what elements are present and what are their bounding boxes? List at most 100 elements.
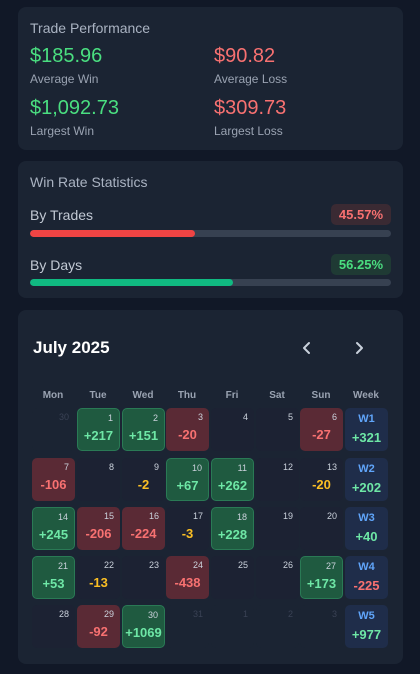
calendar-day[interactable]: 7 -106 — [32, 458, 75, 501]
day-number: 8 — [108, 462, 114, 472]
day-number: 23 — [148, 560, 159, 570]
week-summary-w5[interactable]: W5 +977 — [345, 605, 388, 648]
calendar-day[interactable]: 24 -438 — [166, 556, 209, 599]
calendar-day[interactable]: 20 — [300, 507, 343, 550]
weekday-header-fri: Fri — [225, 390, 239, 401]
by-days-label: By Days — [30, 257, 83, 273]
day-number: 30 — [147, 610, 158, 620]
calendar-day[interactable]: 19 — [256, 507, 299, 550]
weekday-header-week: Week — [353, 390, 379, 401]
calendar-day[interactable]: 1 — [211, 605, 254, 648]
calendar-day[interactable]: 16 -224 — [122, 507, 165, 550]
calendar-day[interactable]: 30 +1069 — [122, 605, 165, 648]
calendar-day[interactable]: 8 — [77, 458, 120, 501]
by-trades-badge: 45.57% — [330, 204, 391, 225]
calendar-day[interactable]: 30 — [32, 408, 75, 451]
calendar-day[interactable]: 27 +173 — [300, 556, 343, 599]
day-number: 14 — [57, 512, 68, 522]
day-number: 6 — [331, 412, 337, 422]
day-pnl: -20 — [312, 477, 331, 492]
day-pnl: -2 — [137, 477, 150, 492]
day-number: 13 — [326, 462, 337, 472]
calendar-day[interactable]: 1 +217 — [77, 408, 120, 451]
day-pnl: +53 — [42, 576, 65, 591]
calendar-day[interactable]: 18 +228 — [211, 507, 254, 550]
calendar-day[interactable]: 21 +53 — [32, 556, 75, 599]
day-number: 30 — [58, 412, 69, 422]
week-label: W3 — [358, 512, 375, 524]
week-summary-w3[interactable]: W3 +40 — [345, 507, 388, 550]
calendar-day[interactable]: 2 +151 — [122, 408, 165, 451]
calendar-day[interactable]: 28 — [32, 605, 75, 648]
weekday-header-wed: Wed — [132, 390, 154, 401]
day-number: 25 — [237, 560, 248, 570]
calendar-day[interactable]: 9 -2 — [122, 458, 165, 501]
day-number: 24 — [192, 560, 203, 570]
weekday-header-tue: Tue — [89, 390, 107, 401]
calendar-day[interactable]: 25 — [211, 556, 254, 599]
largest-win-stat: $1,092.73 Largest Win — [30, 97, 119, 138]
week-summary-w4[interactable]: W4 -225 — [345, 556, 388, 599]
by-days-badge: 56.25% — [330, 254, 391, 275]
calendar-day[interactable]: 4 — [211, 408, 254, 451]
day-number: 3 — [331, 609, 337, 619]
calendar-day[interactable]: 11 +262 — [211, 458, 254, 501]
day-pnl: +151 — [128, 428, 159, 443]
day-number: 27 — [325, 561, 336, 571]
week-pnl: +321 — [351, 430, 382, 445]
calendar-card: July 2025 Mon Tue Wed Thu Fri Sat Sun Week 30 1 +2… — [18, 310, 403, 664]
week-summary-w1[interactable]: W1 +321 — [345, 408, 388, 451]
day-number: 3 — [197, 412, 203, 422]
largest-win-value: $1,092.73 — [30, 97, 119, 119]
calendar-day[interactable]: 3 -20 — [166, 408, 209, 451]
next-month-button[interactable] — [349, 338, 369, 358]
calendar-day[interactable]: 26 — [256, 556, 299, 599]
largest-loss-value: $309.73 — [214, 97, 287, 119]
largest-win-label: Largest Win — [30, 124, 95, 138]
calendar-day[interactable]: 13 -20 — [300, 458, 343, 501]
calendar-day[interactable]: 29 -92 — [77, 605, 120, 648]
day-number: 4 — [242, 412, 248, 422]
week-pnl: +977 — [351, 627, 382, 642]
day-pnl: -20 — [178, 427, 197, 442]
week-summary-w2[interactable]: W2 +202 — [345, 458, 388, 501]
calendar-day[interactable]: 6 -27 — [300, 408, 343, 451]
calendar-day[interactable]: 23 — [122, 556, 165, 599]
average-win-value: $185.96 — [30, 45, 103, 67]
week-label: W5 — [358, 610, 375, 622]
calendar-day[interactable]: 14 +245 — [32, 507, 75, 550]
calendar-day[interactable]: 17 -3 — [166, 507, 209, 550]
calendar-day[interactable]: 2 — [256, 605, 299, 648]
day-number: 16 — [148, 511, 159, 521]
average-win-label: Average Win — [30, 72, 99, 86]
week-label: W1 — [358, 413, 375, 425]
day-number: 17 — [192, 511, 203, 521]
day-pnl: -13 — [89, 575, 108, 590]
card-title: Trade Performance — [30, 20, 151, 36]
calendar-day[interactable]: 5 — [256, 408, 299, 451]
day-number: 1 — [242, 609, 248, 619]
trade-performance-card: Trade Performance $185.96 Average Win $9… — [18, 7, 403, 150]
day-number: 11 — [237, 463, 247, 473]
calendar-day[interactable]: 15 -206 — [77, 507, 120, 550]
calendar-day[interactable]: 22 -13 — [77, 556, 120, 599]
by-days-progress-fill — [30, 279, 234, 286]
day-pnl: +67 — [176, 478, 199, 493]
by-trades-label: By Trades — [30, 207, 94, 223]
calendar-day[interactable]: 3 — [300, 605, 343, 648]
day-number: 28 — [58, 609, 69, 619]
day-number: 31 — [192, 609, 203, 619]
calendar-day[interactable]: 31 — [166, 605, 209, 648]
calendar-day[interactable]: 12 — [256, 458, 299, 501]
chevron-left-icon — [303, 342, 310, 354]
day-number: 12 — [282, 462, 293, 472]
day-number: 7 — [63, 462, 69, 472]
day-number: 26 — [282, 560, 293, 570]
prev-month-button[interactable] — [297, 338, 317, 358]
calendar-day[interactable]: 10 +67 — [166, 458, 209, 501]
by-days-progress-bar — [30, 279, 391, 286]
day-pnl: +245 — [38, 527, 69, 542]
card-title: Win Rate Statistics — [30, 174, 148, 190]
day-number: 2 — [152, 413, 158, 423]
largest-loss-stat: $309.73 Largest Loss — [214, 97, 286, 138]
